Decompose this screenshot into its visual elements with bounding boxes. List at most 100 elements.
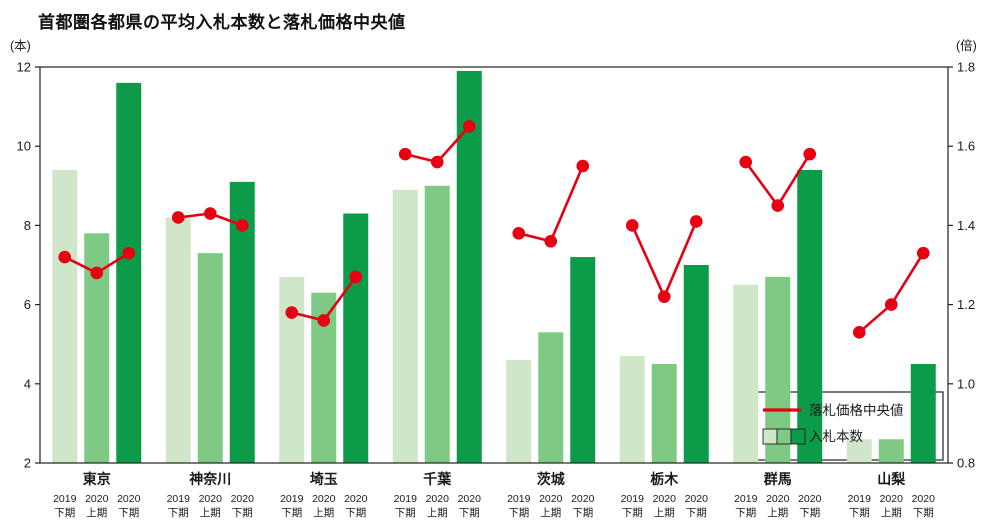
price-line [518, 165, 584, 243]
bar [683, 265, 709, 463]
period-half-label: 上期 [767, 507, 788, 519]
left-axis-tick-label: 6 [24, 297, 31, 312]
right-axis-tick-label: 1.2 [957, 297, 975, 312]
period-year-label: 2020 [117, 493, 141, 505]
period-half-label: 下期 [459, 507, 480, 519]
period-half-label: 上期 [427, 507, 448, 519]
category-label: 東京 [83, 471, 111, 487]
period-year-label: 2020 [912, 493, 936, 505]
period-half-label: 下期 [508, 507, 529, 519]
category-label: 神奈川 [189, 471, 231, 487]
period-half-label: 下期 [168, 507, 189, 519]
period-half-label: 下期 [799, 507, 820, 519]
period-year-label: 2019 [621, 493, 645, 505]
bar [392, 189, 418, 463]
price-point [657, 290, 671, 303]
period-year-label: 2020 [199, 493, 223, 505]
category-label: 埼玉 [310, 471, 338, 487]
bar [651, 364, 677, 463]
price-point [317, 314, 331, 327]
category-label: 山梨 [877, 471, 906, 487]
period-half-label: 上期 [200, 507, 221, 519]
period-year-label: 2020 [653, 493, 677, 505]
legend-bar-swatch-icon [762, 428, 778, 445]
period-year-label: 2020 [312, 493, 336, 505]
price-point [398, 147, 412, 161]
right-axis-tick-label: 1.6 [957, 139, 975, 154]
right-axis-tick-label: 0.8 [957, 456, 975, 471]
price-point [235, 219, 249, 232]
price-point [58, 250, 72, 264]
price-point [285, 306, 299, 319]
period-half-label: 上期 [881, 507, 902, 519]
left-axis-tick-label: 4 [24, 376, 31, 391]
price-point [349, 270, 363, 284]
period-year-label: 2020 [766, 493, 790, 505]
period-year-label: 2020 [85, 493, 109, 505]
price-point [852, 326, 866, 339]
chart-title: 首都圏各都県の平均入札本数と落札価格中央値 [38, 13, 406, 32]
period-half-label: 下期 [118, 507, 139, 519]
legend-bar-swatch-icon [790, 428, 806, 445]
bar [343, 213, 369, 463]
price-point [462, 120, 476, 133]
price-point [916, 246, 930, 260]
price-point [430, 155, 444, 169]
bar [570, 257, 596, 463]
period-half-label: 下期 [232, 507, 253, 519]
period-half-label: 上期 [654, 507, 675, 519]
category-label: 茨城 [537, 471, 565, 487]
period-year-label: 2020 [798, 493, 822, 505]
price-point [122, 246, 136, 260]
bar [52, 169, 78, 463]
left-axis-tick-label: 12 [17, 60, 31, 75]
price-point [171, 211, 185, 224]
period-year-label: 2020 [231, 493, 255, 505]
price-point [771, 199, 785, 212]
legend-line-label: 落札価格中央値 [809, 403, 904, 418]
bar [424, 185, 450, 464]
period-year-label: 2019 [53, 493, 77, 505]
period-year-label: 2020 [344, 493, 368, 505]
period-year-label: 2020 [458, 493, 482, 505]
right-axis-tick-label: 1.4 [957, 218, 975, 233]
bar [279, 276, 305, 463]
legend-bar-label: 入札本数 [809, 429, 863, 444]
price-point [803, 147, 817, 161]
period-half-label: 下期 [913, 507, 934, 519]
period-half-label: 下期 [395, 507, 416, 519]
period-year-label: 2019 [848, 493, 872, 505]
bar [797, 169, 823, 463]
bar [619, 356, 645, 463]
left-axis-tick-label: 2 [24, 456, 31, 471]
period-half-label: 下期 [345, 507, 366, 519]
bar [165, 217, 191, 463]
period-year-label: 2019 [507, 493, 531, 505]
period-year-label: 2020 [571, 493, 595, 505]
bar [538, 332, 564, 463]
bar [197, 253, 223, 463]
bar [733, 284, 759, 463]
price-point [625, 219, 639, 232]
price-point [90, 266, 104, 280]
price-point [576, 159, 590, 173]
period-year-label: 2019 [734, 493, 758, 505]
period-half-label: 下期 [281, 507, 302, 519]
period-half-label: 下期 [54, 507, 75, 519]
period-year-label: 2020 [685, 493, 709, 505]
price-point [544, 234, 558, 248]
bar [878, 439, 904, 463]
period-year-label: 2020 [880, 493, 904, 505]
left-axis-tick-label: 8 [24, 218, 31, 233]
period-year-label: 2020 [426, 493, 450, 505]
category-label: 千葉 [423, 471, 452, 487]
bar [846, 439, 872, 463]
bar [910, 364, 936, 463]
price-point [884, 298, 898, 311]
period-half-label: 下期 [622, 507, 643, 519]
legend-bar-swatch-icon [776, 428, 792, 445]
bar [506, 360, 532, 463]
left-axis-unit-label: (本) [10, 39, 31, 53]
period-year-label: 2019 [280, 493, 304, 505]
